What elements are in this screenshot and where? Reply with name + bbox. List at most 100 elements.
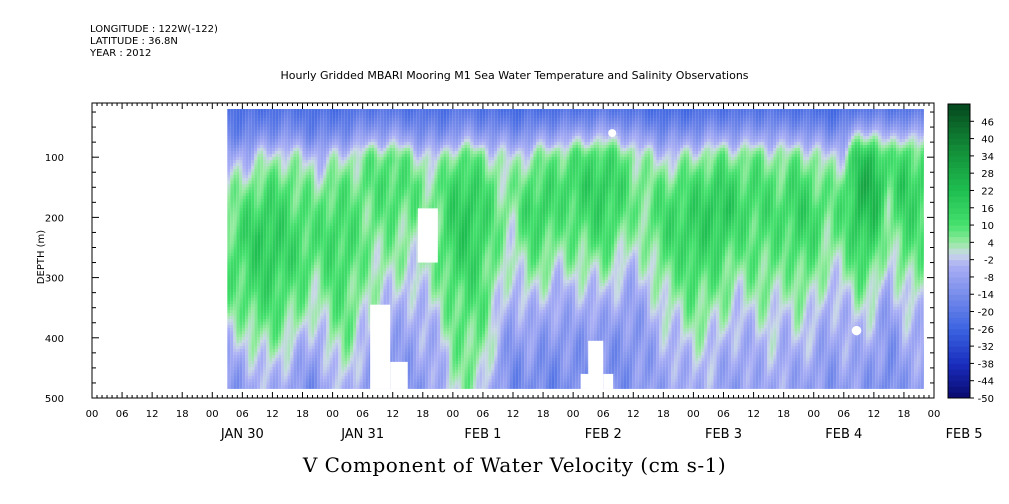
heatmap-cell [314, 175, 318, 178]
heatmap-cell [362, 289, 366, 292]
heatmap-cell [362, 121, 366, 124]
heatmap-cell [353, 304, 357, 307]
heatmap-cell [311, 178, 315, 181]
heatmap-cell [260, 322, 264, 325]
heatmap-cell [341, 136, 345, 139]
heatmap-cell [227, 190, 231, 193]
heatmap-cell [230, 244, 234, 247]
heatmap-cell [233, 271, 237, 274]
heatmap-cell [317, 208, 321, 211]
heatmap-cell [353, 259, 357, 262]
heatmap-cell [236, 241, 240, 244]
heatmap-cell [317, 334, 321, 337]
heatmap-cell [317, 253, 321, 256]
heatmap-cell [257, 154, 261, 157]
heatmap-cell [287, 109, 291, 112]
heatmap-cell [368, 286, 372, 289]
heatmap-cell [371, 286, 375, 289]
heatmap-cell [278, 286, 282, 289]
heatmap-cell [359, 124, 363, 127]
heatmap-cell [374, 220, 378, 223]
heatmap-cell [374, 154, 378, 157]
heatmap-cell [302, 367, 306, 370]
heatmap-cell [254, 379, 258, 382]
heatmap-cell [305, 238, 309, 241]
heatmap-cell [362, 175, 366, 178]
heatmap-cell [329, 127, 333, 130]
heatmap-cell [305, 118, 309, 121]
heatmap-cell [344, 184, 348, 187]
heatmap-cell [329, 301, 333, 304]
heatmap-cell [293, 151, 297, 154]
heatmap-cell [368, 352, 372, 355]
heatmap-cell [362, 388, 366, 389]
heatmap-cell [314, 118, 318, 121]
heatmap-cell [227, 325, 231, 328]
heatmap-cell [239, 346, 243, 349]
heatmap-cell [377, 196, 381, 199]
heatmap-cell [314, 388, 318, 389]
heatmap-cell [254, 340, 258, 343]
heatmap-cell [275, 355, 279, 358]
heatmap-cell [314, 145, 318, 148]
heatmap-cell [242, 364, 246, 367]
heatmap-cell [236, 220, 240, 223]
heatmap-cell [377, 229, 381, 232]
heatmap-cell [308, 376, 312, 379]
heatmap-cell [293, 163, 297, 166]
heatmap-cell [263, 235, 267, 238]
heatmap-cell [329, 226, 333, 229]
heatmap-cell [338, 343, 342, 346]
heatmap-cell [359, 253, 363, 256]
heatmap-cell [347, 334, 351, 337]
heatmap-cell [281, 328, 285, 331]
heatmap-cell [380, 154, 384, 157]
heatmap-cell [368, 340, 372, 343]
heatmap-cell [356, 364, 360, 367]
heatmap-cell [296, 124, 300, 127]
heatmap-cell [260, 370, 264, 373]
heatmap-cell [338, 274, 342, 277]
heatmap-cell [260, 367, 264, 370]
heatmap-cell [341, 328, 345, 331]
heatmap-cell [239, 277, 243, 280]
heatmap-cell [317, 325, 321, 328]
heatmap-cell [233, 352, 237, 355]
heatmap-cell [245, 217, 249, 220]
heatmap-cell [230, 328, 234, 331]
heatmap-cell [260, 223, 264, 226]
heatmap-cell [365, 382, 369, 385]
heatmap-cell [308, 334, 312, 337]
heatmap-cell [299, 268, 303, 271]
heatmap-cell [359, 178, 363, 181]
heatmap-cell [368, 217, 372, 220]
heatmap-cell [269, 370, 273, 373]
heatmap-cell [233, 190, 237, 193]
heatmap-cell [275, 232, 279, 235]
heatmap-cell [356, 175, 360, 178]
heatmap-cell [314, 316, 318, 319]
heatmap-cell [251, 373, 255, 376]
heatmap-cell [239, 169, 243, 172]
heatmap-cell [353, 223, 357, 226]
heatmap-cell [341, 277, 345, 280]
heatmap-cell [287, 211, 291, 214]
heatmap-cell [275, 340, 279, 343]
heatmap-cell [284, 253, 288, 256]
heatmap-cell [299, 172, 303, 175]
heatmap-cell [269, 277, 273, 280]
heatmap-cell [353, 307, 357, 310]
heatmap-cell [383, 187, 387, 190]
heatmap-cell [281, 373, 285, 376]
heatmap-cell [323, 121, 327, 124]
heatmap-cell [344, 109, 348, 112]
heatmap-cell [341, 385, 345, 388]
heatmap-cell [305, 190, 309, 193]
heatmap-cell [314, 235, 318, 238]
heatmap-cell [359, 370, 363, 373]
heatmap-cell [362, 184, 366, 187]
heatmap-cell [281, 235, 285, 238]
heatmap-cell [314, 211, 318, 214]
heatmap-cell [368, 343, 372, 346]
heatmap-cell [248, 244, 252, 247]
